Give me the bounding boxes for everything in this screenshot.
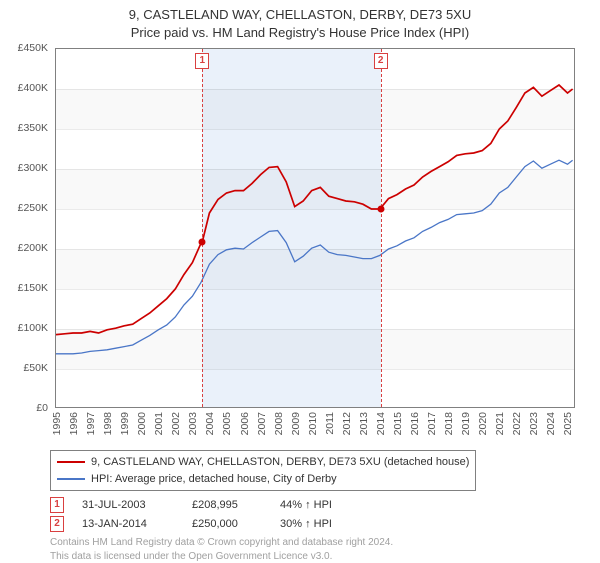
footer-line-1: Contains HM Land Registry data © Crown c…	[50, 536, 580, 550]
x-tick-label: 2025	[562, 412, 574, 435]
x-tick-label: 1998	[102, 412, 114, 435]
legend-swatch	[57, 478, 85, 480]
below-chart: 9, CASTLELAND WAY, CHELLASTON, DERBY, DE…	[50, 450, 580, 563]
y-tick-label: £50K	[23, 362, 48, 374]
y-axis-labels: £0£50K£100K£150K£200K£250K£300K£350K£400…	[0, 48, 52, 408]
plot: 12	[55, 48, 575, 408]
y-tick-label: £100K	[18, 322, 48, 334]
y-tick-label: £150K	[18, 282, 48, 294]
x-tick-label: 2007	[256, 412, 268, 435]
x-tick-label: 2013	[358, 412, 370, 435]
x-tick-label: 1999	[119, 412, 131, 435]
sale-index-box: 1	[50, 497, 64, 513]
x-tick-label: 2017	[426, 412, 438, 435]
x-tick-label: 2014	[375, 412, 387, 435]
footer-line-2: This data is licensed under the Open Gov…	[50, 550, 580, 563]
sale-vs-hpi: 44% ↑ HPI	[280, 499, 332, 511]
x-tick-label: 2012	[341, 412, 353, 435]
titles: 9, CASTLELAND WAY, CHELLASTON, DERBY, DE…	[0, 0, 600, 41]
y-tick-label: £300K	[18, 162, 48, 174]
sale-vs-hpi: 30% ↑ HPI	[280, 518, 332, 530]
x-tick-label: 2018	[443, 412, 455, 435]
y-tick-label: £350K	[18, 122, 48, 134]
x-tick-label: 2009	[290, 412, 302, 435]
x-tick-label: 2004	[204, 412, 216, 435]
x-tick-label: 2022	[511, 412, 523, 435]
sale-marker-dot	[377, 206, 384, 213]
legend: 9, CASTLELAND WAY, CHELLASTON, DERBY, DE…	[50, 450, 476, 491]
x-tick-label: 2015	[392, 412, 404, 435]
x-tick-label: 2011	[324, 412, 336, 435]
sale-date: 31-JUL-2003	[82, 499, 174, 511]
y-tick-label: £0	[36, 402, 48, 414]
x-tick-label: 2008	[273, 412, 285, 435]
sale-date: 13-JAN-2014	[82, 518, 174, 530]
attribution-footer: Contains HM Land Registry data © Crown c…	[50, 536, 580, 563]
chart-container: 9, CASTLELAND WAY, CHELLASTON, DERBY, DE…	[0, 0, 600, 560]
sale-index-box: 2	[50, 516, 64, 532]
y-tick-label: £400K	[18, 82, 48, 94]
x-tick-label: 2019	[460, 412, 472, 435]
sale-row: 2 13-JAN-2014 £250,000 30% ↑ HPI	[50, 516, 580, 532]
title-line-1: 9, CASTLELAND WAY, CHELLASTON, DERBY, DE…	[0, 6, 600, 24]
legend-row: HPI: Average price, detached house, City…	[57, 471, 469, 488]
series-svg	[56, 49, 575, 408]
legend-label: HPI: Average price, detached house, City…	[91, 471, 337, 488]
sale-marker-box: 1	[195, 53, 209, 69]
sale-marker-box: 2	[374, 53, 388, 69]
x-tick-label: 2005	[221, 412, 233, 435]
x-tick-label: 2003	[187, 412, 199, 435]
x-tick-label: 2010	[307, 412, 319, 435]
sale-row: 1 31-JUL-2003 £208,995 44% ↑ HPI	[50, 497, 580, 513]
x-tick-label: 1995	[51, 412, 63, 435]
x-tick-label: 2021	[494, 412, 506, 435]
legend-row: 9, CASTLELAND WAY, CHELLASTON, DERBY, DE…	[57, 454, 469, 471]
x-tick-label: 2016	[409, 412, 421, 435]
y-tick-label: £250K	[18, 202, 48, 214]
x-tick-label: 2023	[528, 412, 540, 435]
sale-marker-dot	[199, 238, 206, 245]
legend-label: 9, CASTLELAND WAY, CHELLASTON, DERBY, DE…	[91, 454, 469, 471]
legend-swatch	[57, 461, 85, 463]
chart-area: 12	[55, 48, 575, 408]
x-tick-label: 2001	[153, 412, 165, 435]
x-tick-label: 1997	[85, 412, 97, 435]
x-tick-label: 1996	[68, 412, 80, 435]
series-property	[56, 85, 573, 335]
sale-price: £250,000	[192, 518, 262, 530]
y-tick-label: £450K	[18, 42, 48, 54]
sale-price: £208,995	[192, 499, 262, 511]
y-tick-label: £200K	[18, 242, 48, 254]
title-line-2: Price paid vs. HM Land Registry's House …	[0, 24, 600, 42]
sale-rows: 1 31-JUL-2003 £208,995 44% ↑ HPI 2 13-JAN-201…	[50, 497, 580, 532]
x-tick-label: 2020	[477, 412, 489, 435]
x-tick-label: 2006	[239, 412, 251, 435]
x-tick-label: 2024	[545, 412, 557, 435]
x-tick-label: 2000	[136, 412, 148, 435]
x-tick-label: 2002	[170, 412, 182, 435]
